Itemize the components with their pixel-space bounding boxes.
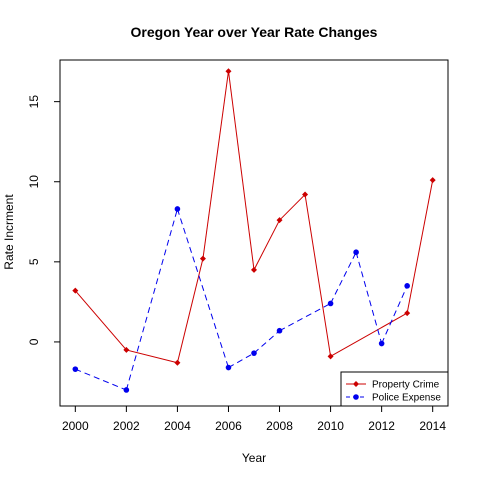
data-point	[174, 359, 181, 366]
legend: Property Crime Police Expense	[340, 371, 449, 407]
data-point	[123, 387, 130, 393]
data-point	[404, 310, 411, 317]
data-point	[327, 353, 334, 360]
data-point	[72, 287, 79, 294]
data-point	[404, 283, 410, 289]
x-tick-label: 2000	[62, 419, 89, 433]
legend-marker	[353, 394, 359, 400]
y-tick-label: 0	[27, 338, 41, 345]
legend-marker	[353, 381, 359, 387]
series-segment	[406, 180, 434, 314]
series-segment	[125, 208, 178, 391]
series-segment	[304, 194, 332, 357]
series-2	[72, 206, 410, 393]
y-tick-label: 10	[27, 175, 41, 189]
chart-title: Oregon Year over Year Rate Changes	[131, 24, 378, 40]
series-segment	[74, 290, 127, 351]
data-point	[251, 266, 257, 273]
data-point	[251, 350, 257, 356]
series-segment	[381, 285, 408, 344]
legend-box	[340, 371, 449, 407]
series-segment	[126, 349, 178, 364]
series-segment	[330, 251, 357, 304]
series-segment	[279, 194, 306, 221]
data-point	[327, 300, 334, 307]
series-segment	[176, 258, 204, 363]
data-point	[72, 366, 79, 372]
series-segment	[202, 71, 229, 259]
data-point	[123, 346, 130, 353]
data-point	[199, 255, 206, 262]
series-1	[72, 68, 436, 366]
x-tick-label: 2014	[419, 419, 446, 433]
x-tick-label: 2012	[368, 419, 395, 433]
y-tick-label: 5	[27, 258, 41, 265]
data-point	[378, 340, 385, 347]
data-point	[353, 249, 359, 256]
series-segment	[355, 252, 383, 344]
data-point	[225, 364, 232, 371]
y-axis-label: Rate Incrment	[2, 194, 16, 270]
series-segment	[228, 352, 255, 368]
x-tick-label: 2008	[266, 419, 293, 433]
y-tick-label: 15	[27, 95, 41, 109]
series-layer	[72, 68, 436, 393]
series-segment	[75, 368, 127, 391]
data-point	[429, 177, 436, 184]
data-point	[174, 206, 181, 212]
data-point	[302, 191, 309, 198]
series-segment	[253, 219, 280, 271]
series-segment	[227, 71, 255, 270]
data-point	[276, 327, 283, 334]
plot-frame	[59, 59, 449, 407]
series-segment	[176, 208, 229, 368]
data-point	[225, 68, 232, 75]
series-segment	[330, 312, 408, 357]
x-tick-label: 2010	[317, 419, 344, 433]
x-tick-label: 2004	[164, 419, 191, 433]
x-axis-label: Year	[242, 451, 266, 465]
x-tick-label: 2006	[215, 419, 242, 433]
data-point	[276, 217, 283, 224]
legend-label: Police Expense	[372, 393, 441, 404]
axes: 2000 2002 2004 2006 2008 2010 2012 2014 0 5 10 15	[27, 95, 446, 433]
x-tick-label: 2002	[113, 419, 140, 433]
series-segment	[253, 330, 280, 354]
legend-label: Property Crime	[372, 380, 440, 391]
